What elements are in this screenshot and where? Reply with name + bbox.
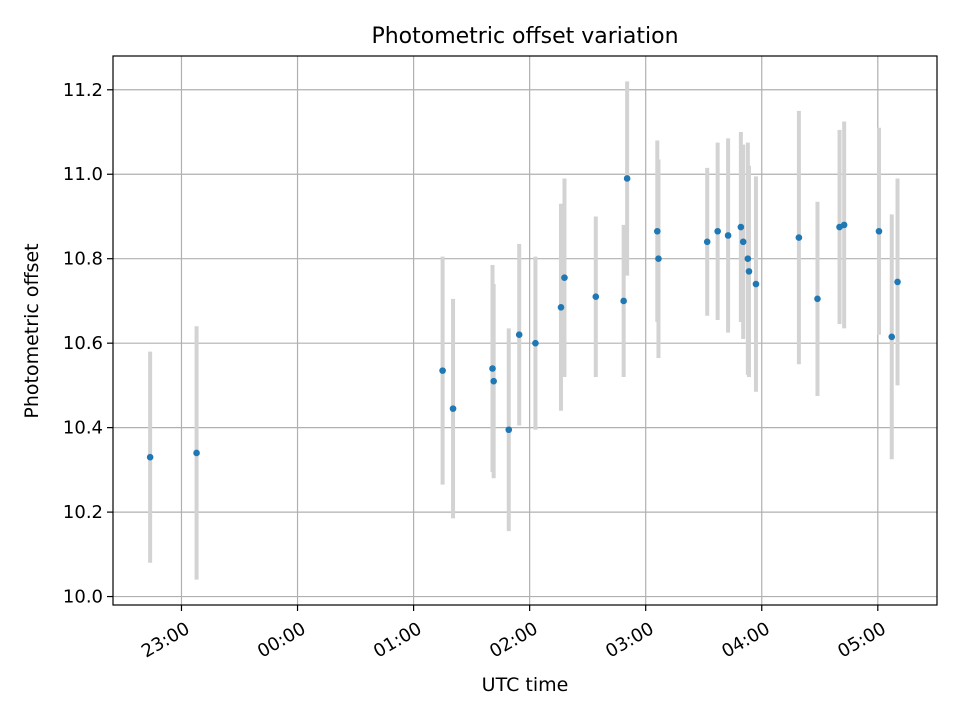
data-point: [654, 227, 661, 235]
y-tick-label: 11.2: [63, 80, 103, 101]
data-point: [620, 297, 627, 305]
chart-title: Photometric offset variation: [371, 24, 678, 49]
data-point: [752, 280, 760, 288]
data-point: [489, 365, 496, 372]
y-tick-label: 10.8: [63, 249, 103, 270]
data-point: [623, 175, 631, 182]
data-point: [875, 227, 883, 235]
data-point: [515, 331, 523, 339]
data-point: [592, 293, 600, 301]
data-point: [795, 234, 803, 241]
data-point: [561, 274, 568, 282]
data-point: [146, 453, 154, 461]
data-point: [739, 238, 747, 246]
data-point: [814, 295, 821, 303]
data-point: [490, 377, 497, 385]
data-point: [505, 426, 513, 434]
data-point: [532, 339, 539, 347]
data-point: [888, 333, 896, 341]
data-point: [557, 303, 565, 311]
plot-area-frame: [112, 55, 938, 606]
data-point: [655, 255, 662, 263]
x-axis-label: UTC time: [482, 674, 569, 696]
y-tick-label: 10.2: [63, 502, 103, 523]
data-point: [744, 255, 752, 263]
data-point: [724, 232, 732, 239]
data-point: [737, 223, 745, 231]
y-tick-label: 10.6: [63, 333, 103, 354]
data-point: [745, 268, 753, 275]
data-point: [894, 278, 901, 286]
y-tick-label: 11.0: [63, 164, 103, 185]
y-axis-label: Photometric offset: [21, 243, 43, 418]
data-points: [146, 175, 901, 461]
y-tick-label: 10.4: [63, 418, 103, 439]
data-point: [449, 405, 457, 412]
data-point: [714, 227, 721, 235]
data-point: [439, 367, 446, 374]
data-point: [840, 221, 848, 229]
y-tick-label: 10.0: [63, 587, 103, 608]
data-point: [703, 238, 711, 246]
data-point: [193, 449, 200, 457]
